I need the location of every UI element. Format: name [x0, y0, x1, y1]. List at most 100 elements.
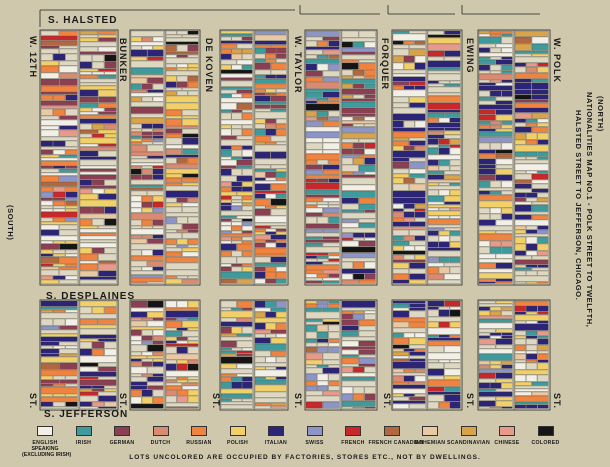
lot — [514, 179, 532, 184]
lot — [254, 208, 271, 216]
lot — [231, 112, 242, 120]
lot — [392, 348, 404, 352]
lot — [427, 241, 439, 248]
lot — [490, 124, 502, 129]
lot — [242, 168, 253, 176]
lot — [236, 256, 253, 264]
lot — [317, 364, 329, 368]
lot — [478, 310, 490, 316]
lot — [165, 63, 177, 68]
lot — [526, 362, 538, 370]
legend-label: ITALIAN — [264, 440, 288, 446]
lot — [65, 165, 78, 169]
lot — [427, 204, 461, 208]
lot — [79, 114, 117, 119]
lot — [236, 159, 253, 166]
lot — [130, 355, 148, 359]
lot — [141, 128, 153, 132]
lot — [427, 210, 461, 216]
lot — [65, 208, 78, 212]
lot — [92, 348, 105, 356]
lot — [514, 132, 526, 140]
lot — [276, 205, 287, 209]
lot — [141, 96, 153, 102]
legend-label: SWISS — [305, 440, 324, 446]
lot — [104, 179, 117, 186]
lot — [165, 168, 199, 174]
lot — [392, 203, 404, 209]
lot — [79, 318, 99, 325]
lot — [242, 376, 253, 382]
lot — [478, 136, 513, 143]
lot — [490, 207, 502, 214]
lot — [92, 401, 105, 407]
lot — [490, 306, 502, 311]
lot — [478, 47, 490, 53]
lot — [495, 96, 513, 101]
lot — [526, 170, 538, 174]
lot — [514, 314, 549, 321]
lot — [490, 47, 502, 53]
lot — [514, 369, 549, 375]
lot — [526, 305, 538, 312]
lot — [104, 341, 117, 349]
lot — [392, 73, 426, 77]
lot — [364, 123, 376, 127]
lot — [322, 169, 340, 175]
lot — [130, 277, 164, 282]
lot — [403, 393, 415, 397]
lot — [79, 376, 99, 380]
lot — [409, 310, 426, 318]
lot — [231, 221, 242, 226]
lot — [65, 191, 78, 198]
lot — [165, 173, 183, 178]
lot — [276, 376, 287, 380]
lot — [490, 70, 502, 74]
lot — [478, 120, 490, 125]
lot — [478, 70, 490, 74]
lot — [53, 393, 66, 397]
lot — [478, 348, 513, 354]
lot — [182, 385, 199, 390]
lot — [165, 376, 177, 380]
lot — [449, 334, 461, 338]
lot — [141, 225, 153, 229]
lot — [79, 242, 117, 248]
lot — [176, 157, 188, 164]
lot — [427, 273, 445, 280]
lot — [187, 67, 199, 71]
lot — [514, 50, 549, 54]
lot — [305, 201, 317, 205]
lot — [427, 37, 461, 44]
lot — [79, 46, 99, 52]
lot — [165, 154, 199, 158]
lot — [328, 116, 340, 121]
lot — [392, 403, 410, 409]
lot — [220, 40, 253, 44]
lot — [130, 41, 164, 46]
lot — [305, 352, 323, 360]
lot — [341, 212, 376, 219]
lot — [165, 216, 177, 224]
lot — [353, 69, 365, 76]
lot — [341, 83, 353, 89]
lot — [98, 102, 117, 108]
lot — [220, 43, 237, 49]
lot — [165, 353, 199, 360]
lot — [444, 394, 461, 402]
lot — [501, 70, 513, 74]
lot — [364, 366, 376, 373]
lot — [130, 243, 164, 250]
lot — [220, 321, 253, 327]
lot — [59, 266, 78, 270]
lot — [392, 388, 426, 394]
lot — [353, 393, 365, 401]
lot — [53, 200, 66, 206]
lot — [242, 109, 253, 113]
lot — [130, 320, 148, 327]
lot — [165, 244, 177, 248]
lot — [328, 346, 340, 353]
lot — [490, 246, 502, 254]
lot — [79, 300, 117, 307]
lot — [53, 217, 66, 222]
